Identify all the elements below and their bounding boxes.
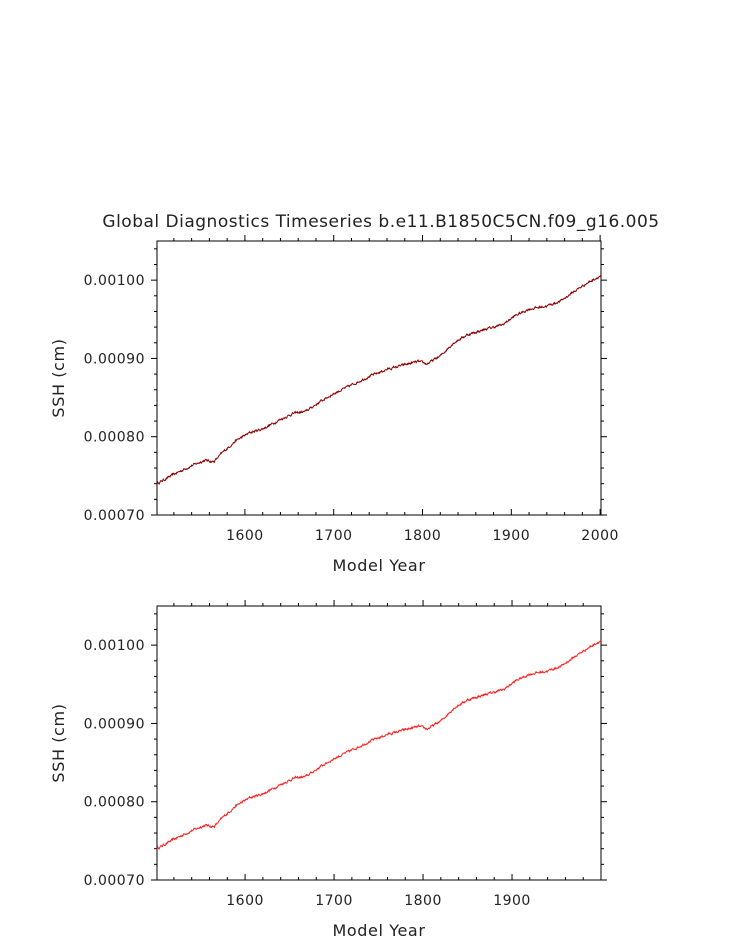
x-axis-label: Model Year <box>333 921 426 940</box>
chart-panel-1: 1600 1700 1800 1900 2000 0.00070 0.00080 0.0009… <box>49 235 619 575</box>
x-tick-label: 2000 <box>581 528 619 544</box>
y-tick-label: 0.00100 <box>84 638 145 654</box>
y-tick-label: 0.00090 <box>84 351 145 367</box>
x-tick-label: 1700 <box>315 528 353 544</box>
figure-title: Global Diagnostics Timeseries b.e11.B185… <box>102 212 659 232</box>
y-tick-label: 0.00080 <box>84 430 145 446</box>
y-axis-label: SSH (cm) <box>49 703 68 782</box>
y-axis-label: SSH (cm) <box>49 338 68 417</box>
x-tick-label: 1800 <box>404 893 442 909</box>
y-tick-label: 0.00100 <box>84 273 145 289</box>
y-tick-label: 0.00070 <box>84 873 145 889</box>
y-tick-label: 0.00080 <box>84 795 145 811</box>
ssh-series-line <box>156 640 602 850</box>
chart-panel-2: 1600 1700 1800 1900 0.00070 0.00080 0.00090 0.0… <box>49 600 607 940</box>
ssh-series-line <box>156 274 602 485</box>
plot-frame <box>156 240 602 516</box>
x-tick-label: 1600 <box>226 893 264 909</box>
x-tick-label: 1800 <box>404 528 442 544</box>
plot-frame <box>156 605 602 881</box>
x-tick-label: 1600 <box>226 528 264 544</box>
x-tick-label: 1900 <box>493 893 531 909</box>
y-tick-label: 0.00090 <box>84 716 145 732</box>
x-axis-label: Model Year <box>333 556 426 575</box>
x-tick-label: 1700 <box>315 893 353 909</box>
y-tick-label: 0.00070 <box>84 508 145 524</box>
x-tick-label: 1900 <box>492 528 530 544</box>
